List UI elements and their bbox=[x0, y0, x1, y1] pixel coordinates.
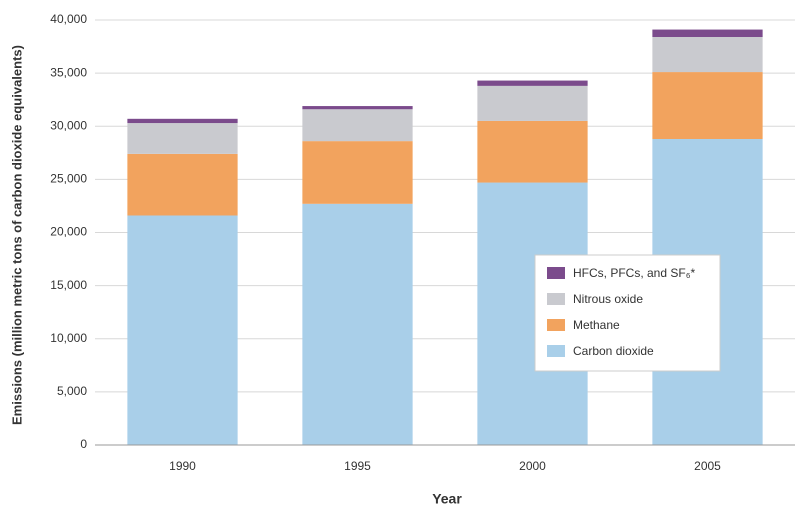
y-tick-label: 35,000 bbox=[50, 65, 87, 79]
x-tick-label: 2000 bbox=[519, 459, 546, 473]
legend-swatch bbox=[547, 345, 565, 357]
bar-segment bbox=[127, 215, 238, 445]
bar-segment bbox=[652, 37, 763, 73]
bar-segment bbox=[477, 120, 588, 183]
bar-segment bbox=[302, 109, 413, 142]
x-axis-title: Year bbox=[432, 491, 462, 507]
bar-segment bbox=[302, 203, 413, 445]
legend-label: Carbon dioxide bbox=[573, 344, 654, 358]
legend-swatch bbox=[547, 319, 565, 331]
legend-label: Methane bbox=[573, 318, 620, 332]
x-tick-label: 1995 bbox=[344, 459, 371, 473]
x-tick-label: 1990 bbox=[169, 459, 196, 473]
legend-label: Nitrous oxide bbox=[573, 292, 643, 306]
y-tick-label: 20,000 bbox=[50, 225, 87, 239]
y-tick-label: 40,000 bbox=[50, 12, 87, 26]
bar-segment bbox=[302, 106, 413, 110]
bar-segment bbox=[477, 80, 588, 86]
bar-segment bbox=[477, 85, 588, 121]
bar-segment bbox=[652, 72, 763, 139]
bar-segment bbox=[127, 123, 238, 154]
y-tick-label: 15,000 bbox=[50, 278, 87, 292]
y-tick-label: 30,000 bbox=[50, 118, 87, 132]
legend: HFCs, PFCs, and SF₆* Nitrous oxide Methane… bbox=[534, 254, 721, 372]
y-tick-label: 25,000 bbox=[50, 172, 87, 186]
legend-label: HFCs, PFCs, and SF₆* bbox=[573, 266, 696, 280]
y-tick-label: 10,000 bbox=[50, 331, 87, 345]
y-tick-label: 5,000 bbox=[57, 384, 87, 398]
bar-segment bbox=[127, 118, 238, 124]
bar-segment bbox=[302, 141, 413, 204]
legend-swatch bbox=[547, 293, 565, 305]
x-tick-label: 2005 bbox=[694, 459, 721, 473]
bar-segment bbox=[652, 29, 763, 37]
y-tick-label: 0 bbox=[80, 437, 87, 451]
bar-segment bbox=[127, 153, 238, 216]
legend-swatch bbox=[547, 267, 565, 279]
y-axis-title: Emissions (million metric tons of carbon… bbox=[9, 45, 24, 425]
legend-box bbox=[534, 254, 721, 372]
